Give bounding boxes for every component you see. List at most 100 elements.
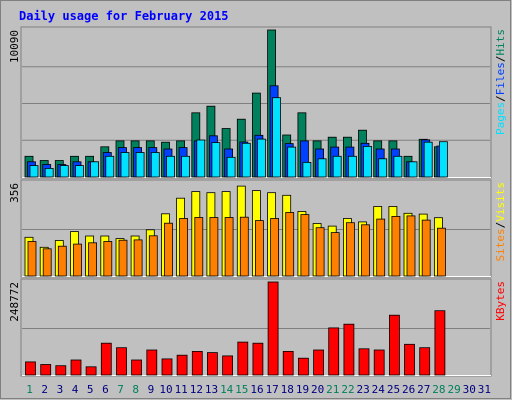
kbytes-bar-day-18 <box>282 350 294 376</box>
kbytes-bar-day-16 <box>252 342 264 376</box>
panel-middle: 356 Sites/Visits <box>8 179 507 278</box>
pages-bar-day-7 <box>120 152 130 178</box>
pages-bar-day-15 <box>241 142 251 178</box>
pages-bar-day-16 <box>256 138 266 178</box>
kbytes-bar-day-13 <box>206 352 218 376</box>
sites-bar-day-11 <box>179 218 189 277</box>
pages-bar-day-4 <box>75 165 84 178</box>
kbytes-bar-day-3 <box>55 365 67 376</box>
legend-item-pages: Pages <box>494 102 507 135</box>
day-label-15: 15 <box>235 383 248 396</box>
pages-bar-day-26 <box>408 161 418 178</box>
day-label-19: 19 <box>296 383 309 396</box>
kbytes-bar-day-8 <box>131 359 143 376</box>
pages-bar-day-2 <box>44 167 54 178</box>
pages-bar-day-10 <box>166 155 175 178</box>
day-label-9: 9 <box>148 383 155 396</box>
legend-separator: / <box>494 95 507 102</box>
sites-bar-day-26 <box>406 215 416 277</box>
panel-top: 10090 Pages/Files/Hits <box>8 26 507 179</box>
kbytes-bar-day-26 <box>404 343 415 376</box>
kbytes-bar-day-4 <box>70 359 82 376</box>
day-label-17: 17 <box>266 383 279 396</box>
kbytes-bar-day-14 <box>222 355 234 376</box>
kbytes-bar-day-15 <box>237 341 249 376</box>
sites-bar-day-10 <box>164 222 173 277</box>
y-max-label-middle: 356 <box>8 183 21 203</box>
pages-bar-day-19 <box>302 161 312 178</box>
day-label-5: 5 <box>87 383 94 396</box>
day-label-23: 23 <box>356 383 369 396</box>
sites-bar-day-23 <box>361 224 370 277</box>
day-label-16: 16 <box>250 383 263 396</box>
day-label-25: 25 <box>387 383 400 396</box>
sites-bar-day-8 <box>133 239 143 277</box>
pages-bar-day-13 <box>211 142 221 178</box>
pages-bar-day-20 <box>317 158 327 178</box>
day-label-21: 21 <box>326 383 339 396</box>
day-label-11: 11 <box>175 383 188 396</box>
day-label-13: 13 <box>205 383 218 396</box>
legend-top: Pages/Files/Hits <box>494 29 507 135</box>
day-label-7: 7 <box>117 383 124 396</box>
pages-bar-day-25 <box>393 155 403 178</box>
day-label-31: 31 <box>478 383 491 396</box>
sites-bar-day-1 <box>27 241 37 277</box>
pages-bar-day-11 <box>181 155 191 178</box>
sites-bar-day-2 <box>42 248 52 277</box>
pages-bar-day-3 <box>59 165 69 178</box>
kbytes-bar-day-2 <box>40 364 52 376</box>
pages-bar-day-23 <box>363 145 372 178</box>
pages-bar-day-21 <box>332 155 342 178</box>
day-label-14: 14 <box>220 383 234 396</box>
sites-bar-day-22 <box>345 222 355 277</box>
sites-bar-day-27 <box>421 219 431 277</box>
kbytes-bar-day-19 <box>297 357 309 376</box>
legend-separator: / <box>494 222 507 229</box>
pages-bar-day-6 <box>105 155 115 178</box>
kbytes-bar-day-28 <box>434 310 446 376</box>
day-label-1: 1 <box>26 383 33 396</box>
day-label-2: 2 <box>41 383 48 396</box>
kbytes-bar-day-9 <box>146 349 158 376</box>
sites-bar-day-7 <box>118 239 128 277</box>
pages-bar-day-27 <box>423 141 433 178</box>
pages-bar-day-14 <box>226 156 236 178</box>
day-label-3: 3 <box>57 383 64 396</box>
day-label-24: 24 <box>372 383 386 396</box>
legend-item-kbytes: KBytes <box>494 281 507 321</box>
day-label-8: 8 <box>132 383 139 396</box>
sites-bar-day-16 <box>254 220 264 277</box>
day-label-10: 10 <box>159 383 172 396</box>
pages-bar-day-28 <box>438 141 448 178</box>
sites-bar-day-20 <box>315 227 325 277</box>
sites-bar-day-17 <box>270 218 280 277</box>
kbytes-bar-day-25 <box>388 314 400 376</box>
sites-bar-day-25 <box>391 215 401 277</box>
y-max-label-top: 10090 <box>8 30 21 63</box>
legend-separator: / <box>494 56 507 63</box>
sites-bar-day-18 <box>285 212 295 277</box>
pages-bar-day-18 <box>287 146 297 178</box>
day-label-18: 18 <box>281 383 294 396</box>
kbytes-bar-day-21 <box>328 327 340 376</box>
panel-bottom: 248772 KBytes <box>8 278 507 377</box>
day-label-29: 29 <box>447 383 460 396</box>
sites-bar-day-13 <box>209 217 219 277</box>
pages-bar-day-5 <box>90 161 99 178</box>
y-max-label-bottom: 248772 <box>8 282 21 322</box>
sites-bar-day-12 <box>194 217 204 277</box>
sites-bar-day-15 <box>239 216 249 277</box>
kbytes-bar-day-10 <box>161 358 173 376</box>
pages-bar-day-1 <box>29 165 39 178</box>
day-label-20: 20 <box>311 383 324 396</box>
day-label-27: 27 <box>417 383 430 396</box>
sites-bar-day-3 <box>57 245 67 277</box>
kbytes-bar-day-7 <box>116 347 127 376</box>
legend-item-sites: Sites <box>494 228 507 261</box>
day-label-4: 4 <box>72 383 79 396</box>
pages-bar-day-17 <box>272 97 282 178</box>
pages-bar-day-8 <box>135 152 145 178</box>
day-axis-labels: 1 2 3 4 5 6 7 8 9 10 11 12 13 14 15 16 17 18 19 20 21 22 23 24 2… <box>26 383 491 396</box>
sites-bar-day-21 <box>330 232 340 277</box>
